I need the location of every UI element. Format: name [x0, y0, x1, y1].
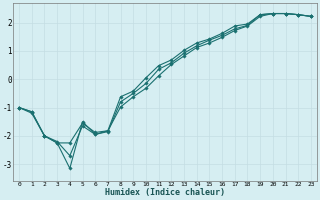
X-axis label: Humidex (Indice chaleur): Humidex (Indice chaleur) — [105, 188, 225, 197]
